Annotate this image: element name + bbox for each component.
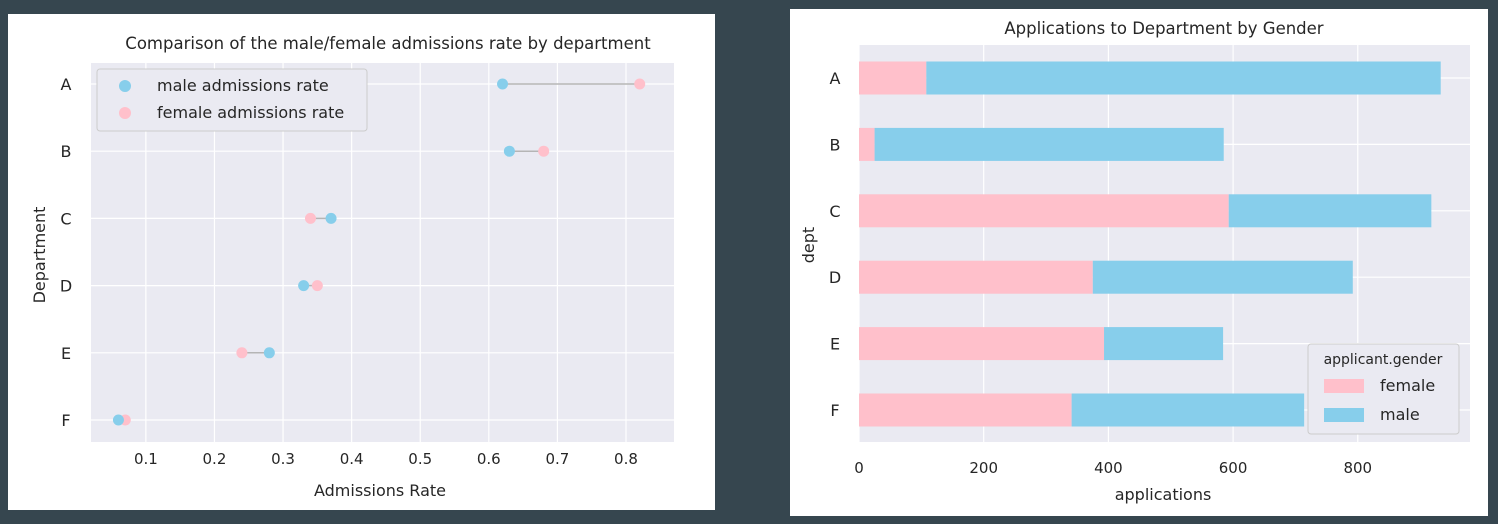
legend-label-male: male admissions rate <box>157 76 329 95</box>
left-chart-title: Comparison of the male/female admissions… <box>125 34 651 53</box>
female-applications-bar <box>859 260 1093 294</box>
female-applications-bar <box>859 61 927 95</box>
male-rate-point <box>112 414 124 426</box>
left-x-tick-label: 0.2 <box>203 450 227 468</box>
female-rate-point <box>634 78 646 90</box>
left-y-tick-label: A <box>61 75 72 94</box>
left-legend-box <box>96 68 368 132</box>
right-bars <box>859 61 1441 427</box>
right-x-tick-label: 400 <box>1094 459 1123 477</box>
female-applications-bar <box>859 327 1105 361</box>
left-y-tick-labels: A B C D E F <box>60 75 72 430</box>
male-applications-bar <box>1104 327 1224 361</box>
legend-label-female: female admissions rate <box>157 103 344 122</box>
legend-label-female: female <box>1380 376 1435 395</box>
left-chart: Comparison of the male/female admissions… <box>30 34 674 500</box>
female-rate-point <box>304 212 316 224</box>
left-y-tick-label: F <box>61 411 70 430</box>
right-x-tick-label: 600 <box>1219 459 1248 477</box>
right-chart-panel: Applications to Department by Gender A B C… <box>790 9 1488 516</box>
left-y-tick-label: D <box>60 277 72 296</box>
left-x-tick-label: 0.7 <box>545 450 569 468</box>
female-applications-bar <box>859 393 1072 427</box>
right-y-tick-labels: A B C D E F <box>829 69 841 420</box>
right-y-axis-label: dept <box>799 227 818 263</box>
left-legend: male admissions rate female admissions r… <box>96 68 368 132</box>
legend-marker-female <box>119 107 131 119</box>
male-rate-point <box>298 280 310 292</box>
left-x-axis-label: Admissions Rate <box>314 481 446 500</box>
female-rate-point <box>236 347 248 359</box>
left-y-tick-label: C <box>60 209 71 228</box>
right-y-tick-label: D <box>829 268 841 287</box>
male-rate-point <box>503 145 515 157</box>
right-y-tick-label: E <box>830 335 840 354</box>
right-y-tick-label: C <box>829 202 840 221</box>
left-marks <box>112 78 646 426</box>
right-x-tick-label: 0 <box>854 459 864 477</box>
male-applications-bar <box>926 61 1441 95</box>
left-x-tick-label: 0.6 <box>477 450 501 468</box>
male-rate-point <box>325 212 337 224</box>
right-y-tick-label: B <box>830 135 841 154</box>
legend-swatch-male <box>1324 408 1364 422</box>
female-rate-point <box>311 280 323 292</box>
legend-swatch-female <box>1324 379 1364 393</box>
legend-marker-male <box>119 80 131 92</box>
right-x-tick-label: 800 <box>1343 459 1372 477</box>
left-x-tick-label: 0.5 <box>408 450 432 468</box>
right-x-tick-label: 200 <box>969 459 998 477</box>
left-y-axis-label: Department <box>30 207 49 304</box>
left-x-tick-label: 0.1 <box>134 450 158 468</box>
left-x-tick-labels: 0.1 0.2 0.3 0.4 0.5 0.6 0.7 0.8 <box>134 450 638 468</box>
right-legend: applicant.gender female male <box>1307 343 1460 435</box>
legend-title: applicant.gender <box>1324 352 1443 368</box>
right-chart: Applications to Department by Gender A B C… <box>799 19 1470 504</box>
female-applications-bar <box>859 127 875 161</box>
right-x-axis-label: applications <box>1115 485 1212 504</box>
left-x-tick-label: 0.4 <box>340 450 364 468</box>
right-y-tick-label: A <box>830 69 841 88</box>
male-applications-bar <box>1092 260 1353 294</box>
left-y-tick-label: B <box>61 142 72 161</box>
legend-label-male: male <box>1380 405 1420 424</box>
female-rate-point <box>538 145 550 157</box>
male-applications-bar <box>874 127 1224 161</box>
male-applications-bar <box>1071 393 1305 427</box>
right-y-tick-label: F <box>830 401 839 420</box>
left-x-tick-label: 0.8 <box>614 450 638 468</box>
left-chart-panel: Comparison of the male/female admissions… <box>8 14 715 510</box>
right-chart-title: Applications to Department by Gender <box>1004 19 1323 38</box>
left-x-tick-label: 0.3 <box>271 450 295 468</box>
male-rate-point <box>497 78 509 90</box>
male-rate-point <box>263 347 275 359</box>
female-applications-bar <box>859 194 1229 228</box>
male-applications-bar <box>1228 194 1432 228</box>
right-x-tick-labels: 0 200 400 600 800 <box>854 459 1372 477</box>
left-y-tick-label: E <box>61 344 71 363</box>
